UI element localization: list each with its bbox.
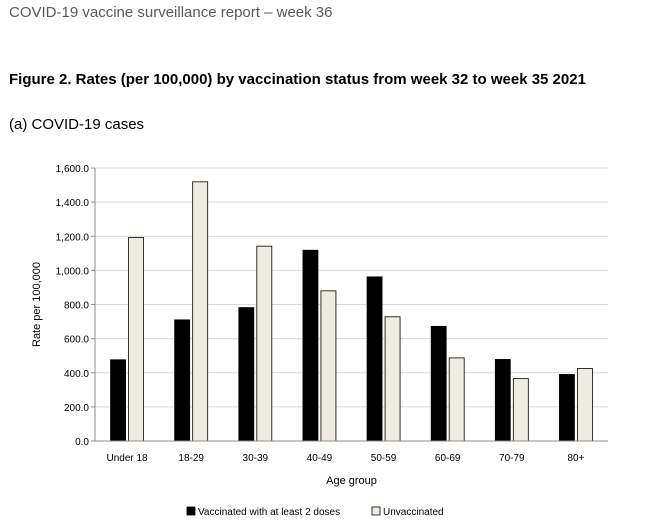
bar-unvaccinated — [320, 290, 337, 442]
bar-unvaccinated — [512, 378, 529, 442]
x-tick-label: 30-39 — [243, 453, 269, 464]
y-tick-label: 600.0 — [64, 335, 89, 346]
legend-label-vaccinated: Vaccinated with at least 2 doses — [198, 507, 340, 518]
x-tick-label: 80+ — [567, 453, 584, 464]
bar-unvaccinated — [128, 237, 144, 442]
legend-swatch-vaccinated — [186, 506, 196, 516]
bar-vaccinated — [302, 249, 319, 442]
y-tick-label: 200.0 — [64, 403, 89, 414]
legend-swatch-unvaccinated — [371, 506, 381, 516]
panel-title: (a) COVID-19 cases — [9, 116, 145, 133]
y-gridlines — [91, 167, 608, 442]
bar-groups — [110, 181, 593, 442]
y-tick-label: 400.0 — [64, 369, 89, 380]
bar-vaccinated — [366, 276, 383, 442]
x-tick-label: 60-69 — [435, 453, 461, 464]
bar-unvaccinated — [256, 245, 273, 442]
y-tick-label: 1,600.0 — [56, 164, 90, 175]
y-tick-label: 1,000.0 — [56, 266, 90, 277]
bar-unvaccinated — [192, 181, 209, 442]
report-header: COVID-19 vaccine surveillance report – w… — [9, 4, 333, 21]
y-tick-label: 800.0 — [64, 301, 89, 312]
bar-unvaccinated — [577, 368, 593, 442]
x-tick-label: Under 18 — [106, 453, 148, 464]
bar-vaccinated — [238, 307, 255, 442]
bar-vaccinated — [559, 374, 575, 442]
x-tick-label: 50-59 — [371, 453, 397, 464]
x-tick-labels: Under 18 18-29 30-39 40-49 50-59 60-69 70-79 80… — [106, 453, 584, 464]
x-axis-label: Age group — [326, 475, 377, 487]
legend-label-unvaccinated: Unvaccinated — [383, 507, 444, 518]
bar-unvaccinated — [384, 316, 401, 442]
y-axis-label: Rate per 100,000 — [31, 262, 43, 347]
x-tick-label: 70-79 — [499, 453, 525, 464]
y-tick-label: 0.0 — [75, 437, 89, 448]
figure-title: Figure 2. Rates (per 100,000) by vaccina… — [9, 71, 586, 88]
x-tick-label: 40-49 — [307, 453, 333, 464]
y-tick-labels: 0.0 200.0 400.0 600.0 800.0 1,000.0 1,200.0 1,4… — [56, 164, 90, 448]
bar-vaccinated — [110, 359, 126, 442]
y-tick-label: 1,200.0 — [56, 232, 90, 243]
bar-vaccinated — [174, 319, 191, 442]
bar-vaccinated — [430, 325, 447, 442]
y-tick-label: 1,400.0 — [56, 198, 90, 209]
x-tick-label: 18-29 — [178, 453, 204, 464]
legend: Vaccinated with at least 2 doses Unvaccin… — [186, 506, 444, 518]
bar-vaccinated — [494, 359, 511, 442]
bar-unvaccinated — [448, 357, 465, 442]
